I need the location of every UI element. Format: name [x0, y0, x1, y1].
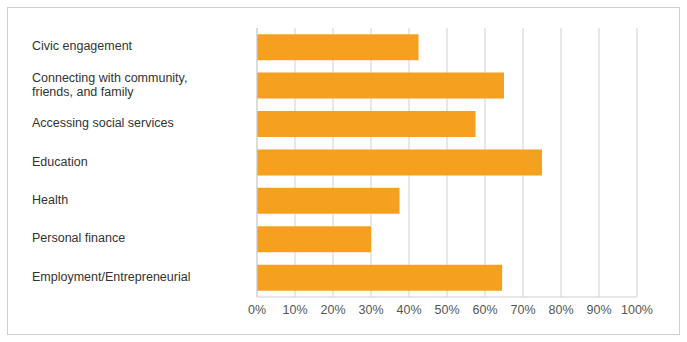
svg-text:Health: Health: [32, 193, 68, 207]
svg-text:Employment/Entrepreneurial: Employment/Entrepreneurial: [32, 270, 190, 284]
svg-text:Accessing social services: Accessing social services: [32, 116, 174, 130]
svg-text:20%: 20%: [320, 303, 345, 317]
svg-text:40%: 40%: [396, 303, 421, 317]
svg-text:80%: 80%: [548, 303, 573, 317]
svg-text:50%: 50%: [434, 303, 459, 317]
svg-text:70%: 70%: [510, 303, 535, 317]
svg-text:10%: 10%: [282, 303, 307, 317]
svg-text:60%: 60%: [472, 303, 497, 317]
svg-text:Connecting with community,frie: Connecting with community,friends, and f…: [32, 71, 187, 99]
svg-text:Personal finance: Personal finance: [32, 232, 125, 246]
svg-text:90%: 90%: [586, 303, 611, 317]
svg-text:100%: 100%: [621, 303, 653, 317]
svg-text:Education: Education: [32, 155, 88, 169]
svg-text:Civic engagement: Civic engagement: [32, 40, 133, 54]
svg-text:0%: 0%: [248, 303, 266, 317]
svg-text:30%: 30%: [358, 303, 383, 317]
